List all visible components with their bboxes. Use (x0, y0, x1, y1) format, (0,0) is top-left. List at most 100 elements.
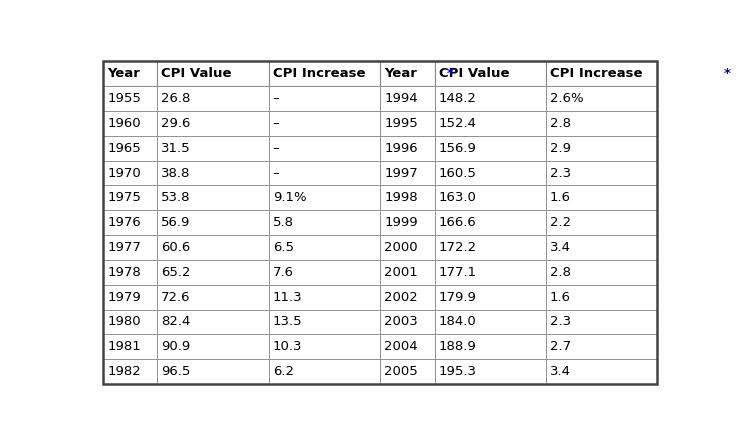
Text: 9.1%: 9.1% (273, 191, 306, 204)
Text: CPI Value: CPI Value (161, 67, 232, 80)
Bar (269, 285, 381, 310)
Text: Year: Year (384, 67, 417, 80)
Bar (435, 310, 546, 334)
Bar (435, 111, 546, 136)
Text: 38.8: 38.8 (161, 167, 191, 179)
Bar (546, 235, 657, 260)
Text: CPI Increase: CPI Increase (550, 67, 643, 80)
Bar (381, 359, 435, 384)
Bar (546, 186, 657, 210)
Bar (381, 260, 435, 285)
Text: *: * (447, 67, 453, 80)
Text: 1997: 1997 (384, 167, 418, 179)
Bar (546, 260, 657, 285)
Text: 2.9: 2.9 (550, 142, 571, 155)
Bar (269, 359, 381, 384)
Text: 60.6: 60.6 (161, 241, 191, 254)
Text: 1955: 1955 (107, 92, 141, 105)
Bar (546, 334, 657, 359)
Text: 13.5: 13.5 (273, 315, 303, 329)
Text: 166.6: 166.6 (439, 216, 476, 229)
Bar (269, 334, 381, 359)
Text: 1.6: 1.6 (550, 291, 571, 304)
Text: 2.7: 2.7 (550, 340, 571, 353)
Text: 156.9: 156.9 (439, 142, 476, 155)
Text: 2.8: 2.8 (550, 117, 571, 130)
Text: 1996: 1996 (384, 142, 418, 155)
Text: 1982: 1982 (107, 365, 141, 378)
Text: 2.8: 2.8 (550, 266, 571, 279)
Text: 2.6%: 2.6% (550, 92, 584, 105)
Text: 1978: 1978 (107, 266, 141, 279)
Bar (381, 186, 435, 210)
Text: 2.2: 2.2 (550, 216, 571, 229)
Bar (157, 210, 269, 235)
Text: –: – (273, 92, 280, 105)
Bar (103, 285, 157, 310)
Text: 90.9: 90.9 (161, 340, 191, 353)
Text: 2001: 2001 (384, 266, 418, 279)
Text: 163.0: 163.0 (439, 191, 476, 204)
Text: 1960: 1960 (107, 117, 141, 130)
Text: 1998: 1998 (384, 191, 418, 204)
Bar (435, 61, 546, 86)
Bar (103, 111, 157, 136)
Bar (435, 260, 546, 285)
Bar (381, 285, 435, 310)
Bar (103, 359, 157, 384)
Bar (435, 334, 546, 359)
Bar (103, 136, 157, 161)
Bar (269, 186, 381, 210)
Bar (546, 111, 657, 136)
Bar (269, 111, 381, 136)
Text: 82.4: 82.4 (161, 315, 191, 329)
Bar (269, 260, 381, 285)
Text: 1981: 1981 (107, 340, 141, 353)
Bar (157, 310, 269, 334)
Text: 188.9: 188.9 (439, 340, 476, 353)
Text: 10.3: 10.3 (273, 340, 302, 353)
Bar (157, 285, 269, 310)
Text: 1980: 1980 (107, 315, 141, 329)
Bar (381, 111, 435, 136)
Text: 3.4: 3.4 (550, 365, 571, 378)
Text: 3.4: 3.4 (550, 241, 571, 254)
Text: 2004: 2004 (384, 340, 418, 353)
Bar (546, 285, 657, 310)
Text: 2.3: 2.3 (550, 167, 571, 179)
Text: 152.4: 152.4 (439, 117, 476, 130)
Bar (435, 359, 546, 384)
Bar (269, 161, 381, 186)
Text: 179.9: 179.9 (439, 291, 476, 304)
Text: 72.6: 72.6 (161, 291, 191, 304)
Text: –: – (273, 117, 280, 130)
Text: Year: Year (107, 67, 140, 80)
Bar (435, 186, 546, 210)
Text: 29.6: 29.6 (161, 117, 191, 130)
Bar (381, 310, 435, 334)
Text: 56.9: 56.9 (161, 216, 191, 229)
Text: 1994: 1994 (384, 92, 418, 105)
Bar (103, 310, 157, 334)
Text: 1970: 1970 (107, 167, 141, 179)
Text: 1977: 1977 (107, 241, 141, 254)
Bar (269, 310, 381, 334)
Bar (546, 136, 657, 161)
Bar (157, 86, 269, 111)
Bar (546, 359, 657, 384)
Bar (103, 86, 157, 111)
Bar (546, 310, 657, 334)
Bar (546, 86, 657, 111)
Bar (435, 285, 546, 310)
Bar (103, 210, 157, 235)
Bar (381, 235, 435, 260)
Text: 96.5: 96.5 (161, 365, 191, 378)
Text: 7.6: 7.6 (273, 266, 294, 279)
Text: 1999: 1999 (384, 216, 418, 229)
Text: –: – (273, 142, 280, 155)
Bar (103, 235, 157, 260)
Text: 26.8: 26.8 (161, 92, 191, 105)
Bar (269, 210, 381, 235)
Text: 2005: 2005 (384, 365, 418, 378)
Bar (157, 359, 269, 384)
